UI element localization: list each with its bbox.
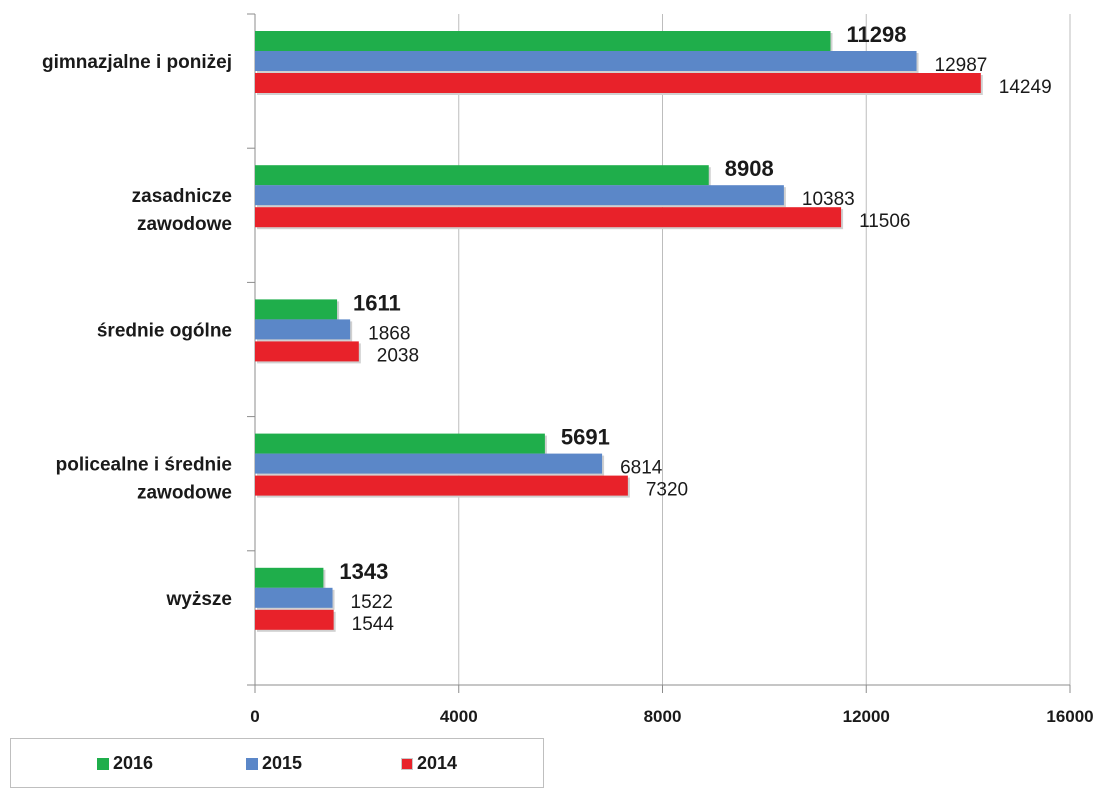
category-label: policealne i średnie [56,455,232,476]
category-label: wyższe [166,589,232,610]
x-tick-label: 8000 [644,707,682,726]
data-label-2014: 11506 [859,211,910,232]
legend-label: 2016 [113,753,154,773]
data-label-2016: 1343 [339,559,388,584]
legend-label: 2015 [262,753,303,773]
legend-label: 2014 [417,753,458,773]
data-label-2016: 1611 [353,290,401,315]
data-label-2015: 6814 [620,458,663,479]
category-label: gimnazjalne i poniżej [42,52,232,73]
data-label-2016: 5691 [561,425,610,450]
bar-2015 [255,587,333,608]
x-tick-label: 16000 [1046,707,1093,726]
category-label: średnie ogólne [97,320,232,341]
legend-item-2015: 2015 [246,753,302,774]
bar-2014 [255,609,334,630]
data-label-2016: 8908 [725,156,774,181]
data-label-2014: 7320 [646,480,688,501]
bar-2015 [255,453,603,474]
x-tick-label: 4000 [440,707,478,726]
legend-item-2014: 2014 [401,753,457,774]
bar-2016 [255,433,545,454]
bar-2014 [255,73,981,93]
data-label-2016: 11298 [846,22,906,47]
data-label-2014: 14249 [999,77,1052,98]
x-tick-label: 12000 [843,707,890,726]
x-tick-label: 0 [250,707,259,726]
data-label-2015: 10383 [802,189,855,210]
category-label: zawodowe [137,214,232,235]
legend-item-2016: 2016 [97,753,153,774]
bar-2016 [255,31,831,51]
bar-2015 [255,51,917,71]
category-label: zawodowe [137,483,232,504]
bar-2014 [255,341,359,362]
legend-swatch [97,757,109,770]
bar-2014 [255,207,842,228]
bar-2016 [255,567,324,588]
data-label-2015: 1868 [368,323,410,344]
data-label-2014: 1544 [352,614,395,635]
legend-swatch [246,757,258,770]
legend-swatch [401,757,413,770]
data-label-2015: 12987 [935,55,988,76]
data-label-2014: 2038 [377,345,419,366]
data-label-2015: 1522 [351,592,393,613]
bar-2016 [255,299,338,320]
bar-2014 [255,475,628,496]
bar-2015 [255,319,351,340]
bar-2015 [255,185,784,206]
bar-2016 [255,165,709,186]
category-label: zasadnicze [132,186,232,207]
legend: 2016 2015 2014 [10,738,544,788]
